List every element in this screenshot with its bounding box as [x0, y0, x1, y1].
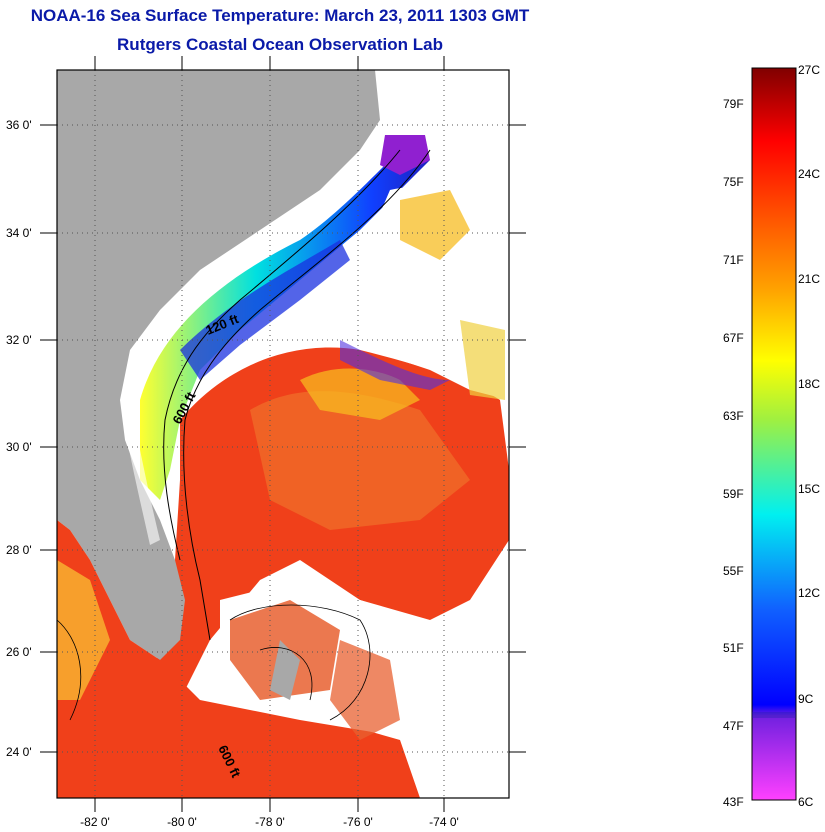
colorbar-c-18: 18C	[798, 377, 820, 391]
colorbar-f-63: 63F	[723, 409, 744, 423]
colorbar-f-47: 47F	[723, 719, 744, 733]
colorbar-band	[752, 712, 796, 718]
lat-label-34: 34 0'	[6, 226, 32, 240]
colorbar-f-51: 51F	[723, 641, 744, 655]
colorbar-c-15: 15C	[798, 482, 820, 496]
lat-label-24: 24 0'	[6, 745, 32, 759]
map-subtitle: Rutgers Coastal Ocean Observation Lab	[117, 35, 443, 54]
lat-label-32: 32 0'	[6, 333, 32, 347]
colorbar-c-27: 27C	[798, 63, 820, 77]
lon-label-80: -80 0'	[167, 815, 197, 829]
colorbar-f-43: 43F	[723, 795, 744, 809]
colorbar-f-79: 79F	[723, 97, 744, 111]
lat-label-28: 28 0'	[6, 543, 32, 557]
colorbar-c-24: 24C	[798, 167, 820, 181]
map-title: NOAA-16 Sea Surface Temperature: March 2…	[30, 6, 530, 25]
lat-tick-marks	[40, 124, 526, 753]
lon-label-76: -76 0'	[343, 815, 373, 829]
lat-label-26: 26 0'	[6, 645, 32, 659]
colorbar-f-67: 67F	[723, 331, 744, 345]
colorbar	[751, 67, 797, 801]
map-grid	[57, 70, 509, 798]
lon-label-78: -78 0'	[255, 815, 285, 829]
lon-label-74: -74 0'	[429, 815, 459, 829]
lon-tick-marks	[94, 56, 445, 812]
sst-image	[57, 70, 509, 798]
colorbar-c-6: 6C	[798, 795, 814, 809]
colorbar-c-21: 21C	[798, 272, 820, 286]
colorbar-f-55: 55F	[723, 564, 744, 578]
map-frame	[56, 69, 510, 799]
lon-label-82: -82 0'	[80, 815, 110, 829]
colorbar-f-71: 71F	[723, 253, 744, 267]
colorbar-f-59: 59F	[723, 487, 744, 501]
lat-label-30: 30 0'	[6, 440, 32, 454]
colorbar-f-75: 75F	[723, 175, 744, 189]
lat-label-36: 36 0'	[6, 118, 32, 132]
colorbar-c-9: 9C	[798, 692, 814, 706]
colorbar-c-12: 12C	[798, 586, 820, 600]
